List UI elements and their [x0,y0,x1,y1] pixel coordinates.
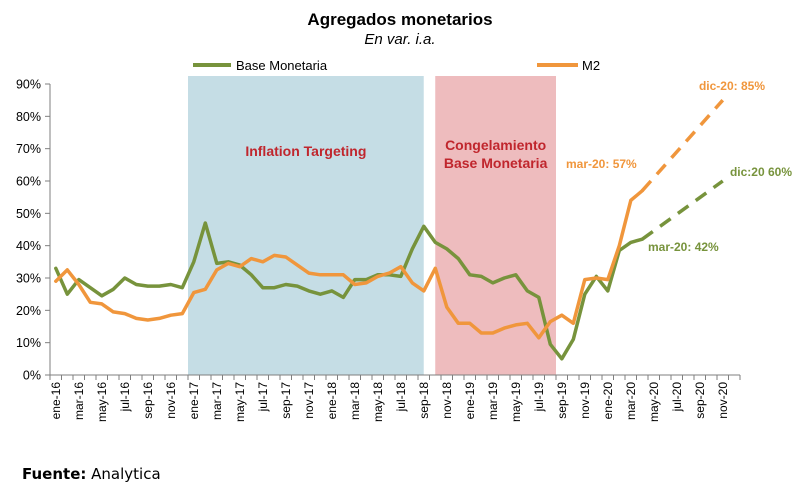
x-tick-label: may-18 [371,382,385,422]
source-value: Analytica [91,465,161,483]
x-tick-label: mar-17 [210,382,224,420]
y-tick-label: 30% [16,272,41,286]
x-tick-label: ene-17 [187,382,201,420]
region-label-2-line-1: Congelamiento [445,137,546,153]
y-tick-label: 20% [16,304,41,318]
x-tick-label: sep-18 [417,382,431,419]
projection-line-base-monetaria [641,179,724,241]
source-note: Fuente: Analytica [22,465,161,483]
y-tick-label: 50% [16,207,41,221]
y-tick-label: 0% [23,369,41,383]
x-tick-label: may-16 [95,382,109,422]
x-tick-label: ene-19 [463,382,477,420]
x-tick-label: mar-16 [72,382,86,420]
x-tick-label: jul-19 [532,382,546,413]
x-tick-label: may-17 [233,382,247,422]
x-tick-label: mar-20 [624,382,638,420]
annotation-label-1: dic-20: 85% [699,79,765,93]
region-label-2-line-2: Base Monetaria [444,155,548,171]
y-tick-label: 60% [16,175,41,189]
series-line-base-monetaria [54,221,645,361]
x-tick-label: ene-20 [601,382,615,420]
shaded-region-1 [188,76,424,375]
y-tick-label: 80% [16,110,41,124]
annotation-label-3: dic:20 60% [730,165,792,179]
x-tick-label: nov-18 [440,382,454,419]
x-tick-label: nov-20 [716,382,730,419]
y-tick-label: 10% [16,336,41,350]
chart-subtitle: En var. i.a. [364,31,436,48]
region-label-1-line-1: Inflation Targeting [245,143,366,159]
legend-label-1: Base Monetaria [236,58,328,73]
annotation-label-4: mar-20: 42% [648,240,719,254]
x-tick-label: nov-17 [302,382,316,419]
x-tick-label: ene-18 [325,382,339,420]
projection-line-m2 [640,99,725,192]
source-label: Fuente: [22,465,87,483]
y-tick-label: 40% [16,239,41,253]
x-tick-label: nov-19 [578,382,592,419]
x-tick-label: sep-19 [555,382,569,419]
series-line-m2 [54,188,645,340]
x-tick-label: jul-20 [670,382,684,413]
x-tick-label: mar-19 [486,382,500,420]
x-tick-label: jul-17 [256,382,270,413]
x-tick-label: may-20 [647,382,661,422]
x-tick-label: may-19 [509,382,523,422]
y-tick-label: 70% [16,142,41,156]
x-tick-label: jul-16 [118,382,132,413]
legend-label-2: M2 [582,58,600,73]
x-tick-label: nov-16 [164,382,178,419]
x-tick-label: jul-18 [394,382,408,413]
x-tick-label: sep-17 [279,382,293,419]
annotation-label-2: mar-20: 57% [566,157,637,171]
x-tick-label: sep-16 [141,382,155,419]
shaded-region-2 [435,76,556,375]
x-tick-label: ene-16 [49,382,63,420]
y-tick-label: 90% [16,78,41,92]
chart-title: Agregados monetarios [307,10,493,29]
x-tick-label: sep-20 [693,382,707,419]
x-tick-label: mar-18 [348,382,362,420]
